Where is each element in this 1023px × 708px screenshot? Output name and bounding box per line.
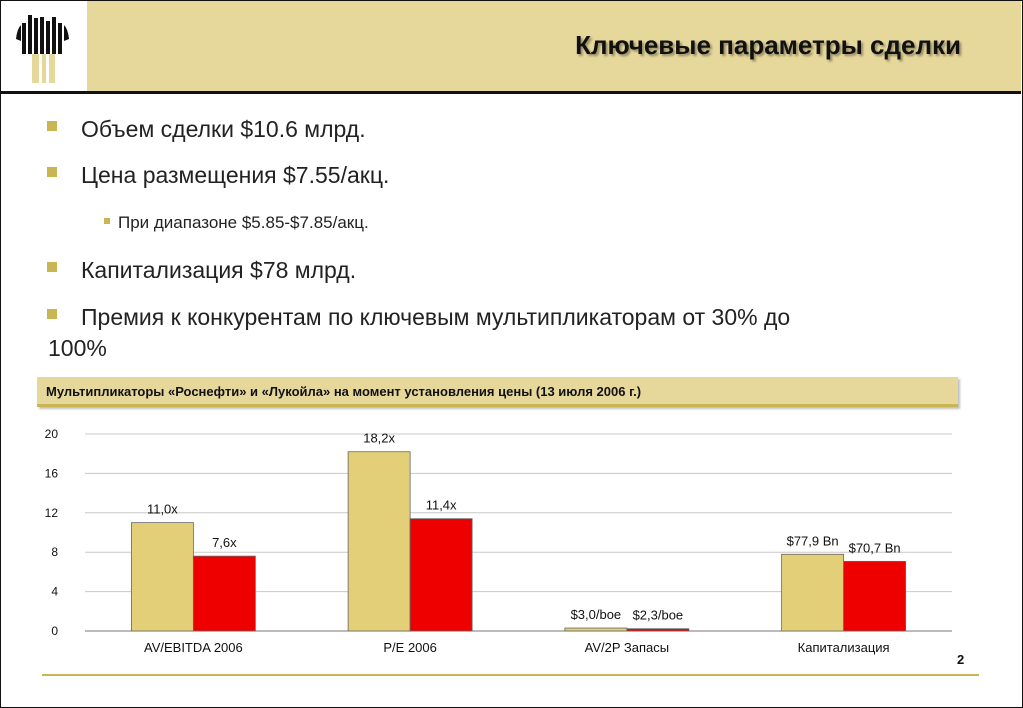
- rosneft-logo-icon: [16, 15, 69, 83]
- page-title: Ключевые параметры сделки: [575, 30, 961, 60]
- sub-bullet-price-range: При диапазоне $5.85-$7.85/акц.: [104, 213, 369, 233]
- data-label: 11,4x: [426, 498, 457, 513]
- bullet-offer-price: Цена размещения $7.55/акц.: [47, 162, 389, 189]
- x-tick-label: P/E 2006: [383, 640, 437, 655]
- bullet-deal-size: Объем сделки $10.6 млрд.: [47, 116, 366, 143]
- y-tick-label: 0: [51, 624, 58, 638]
- logo-box: [1, 1, 87, 92]
- footer-divider: [42, 674, 979, 676]
- page-number: 2: [957, 652, 965, 667]
- bar: [626, 628, 690, 632]
- bar: [781, 553, 845, 632]
- y-tick-label: 12: [45, 506, 59, 520]
- header-divider: [1, 91, 1021, 94]
- bullet-square-icon: [104, 218, 110, 224]
- bar: [192, 555, 256, 632]
- bar: [347, 451, 411, 632]
- data-label: $77,9 Bn: [787, 533, 839, 548]
- bullet-premium-continued: 100%: [48, 335, 107, 361]
- bullet-square-icon: [47, 309, 57, 319]
- bar: [564, 627, 628, 632]
- data-label: 11,0x: [147, 502, 178, 517]
- bullet-square-icon: [47, 121, 57, 131]
- data-label: $2,3/boe: [633, 608, 684, 623]
- chart-title: Мультипликаторы «Роснефти» и «Лукойла» н…: [37, 377, 958, 407]
- y-tick-label: 8: [51, 545, 58, 559]
- bullet-capitalization: Капитализация $78 млрд.: [47, 257, 356, 284]
- data-label: $70,7 Bn: [849, 540, 901, 555]
- header-band: [1, 1, 1021, 92]
- x-tick-label: AV/EBITDA 2006: [144, 640, 243, 655]
- bar: [130, 522, 194, 632]
- y-tick-label: 16: [45, 466, 59, 480]
- x-tick-label: Капитализация: [798, 640, 890, 655]
- bullet-premium: Премия к конкурентам по ключевым мультип…: [47, 304, 790, 331]
- data-label: 18,2x: [363, 431, 395, 446]
- y-tick-label: 4: [51, 585, 58, 599]
- x-tick-label: AV/2P Запасы: [585, 640, 669, 655]
- bullet-square-icon: [47, 262, 57, 272]
- data-label: $3,0/boe: [571, 607, 622, 622]
- y-tick-label: 20: [45, 427, 59, 441]
- data-label: 7,6x: [212, 535, 237, 550]
- bullet-square-icon: [47, 167, 57, 177]
- bar: [409, 518, 473, 632]
- bar: [843, 560, 907, 632]
